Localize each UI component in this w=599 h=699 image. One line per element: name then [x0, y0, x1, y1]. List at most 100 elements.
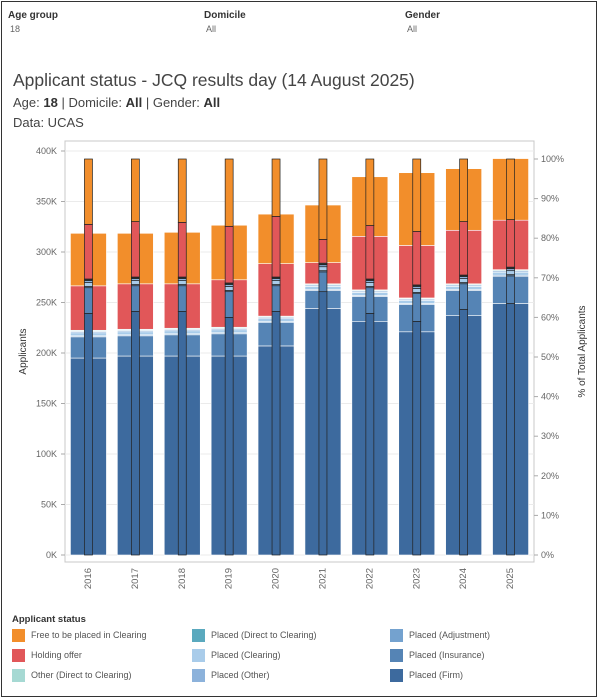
y2-tick-label: 90%: [541, 194, 559, 204]
legend-swatch: [390, 649, 403, 662]
y2-tick-label: 0%: [541, 550, 554, 560]
percent-bar-segment: [131, 311, 140, 556]
percent-bar-segment: [131, 285, 140, 312]
percent-bar-segment: [271, 285, 281, 312]
filter-age-group[interactable]: Age group 18: [8, 10, 58, 34]
legend: Applicant status Free to be placed in Cl…: [12, 614, 592, 694]
data-source: Data: UCAS: [13, 115, 84, 130]
legend-swatch: [12, 649, 25, 662]
percent-bar-segment: [318, 158, 328, 240]
domicile-value: All: [125, 95, 143, 110]
percent-bar-segment: [84, 313, 93, 556]
legend-label: Placed (Firm): [409, 670, 464, 680]
legend-title: Applicant status: [12, 614, 86, 625]
percent-bar-segment: [131, 221, 140, 278]
y2-tick-label: 20%: [541, 471, 559, 481]
percent-bar-segment: [177, 285, 187, 312]
percent-bar-segment: [506, 270, 515, 275]
percent-bar-segment: [459, 309, 468, 556]
filter-gender-value[interactable]: All: [407, 24, 418, 34]
percent-bar-segment: [365, 287, 375, 314]
legend-swatch: [12, 669, 25, 682]
chart-title: Applicant status - JCQ results day (14 A…: [13, 70, 415, 90]
age-value: 18: [43, 95, 58, 110]
gender-label: Gender:: [152, 95, 200, 110]
chart-subtitle: Age: 18 | Domicile: All | Gender: All: [13, 95, 220, 110]
x-tick-label: 2018: [177, 568, 188, 589]
percent-bar-segment: [365, 158, 375, 226]
percent-bar-segment: [365, 313, 375, 556]
gender-value: All: [203, 95, 221, 110]
legend-swatch: [390, 669, 403, 682]
x-tick-label: 2024: [458, 568, 469, 589]
percent-bar-segment: [506, 303, 515, 556]
percent-bar-segment: [412, 321, 422, 556]
y2-tick-label: 60%: [541, 312, 559, 322]
percent-bar-segment: [459, 278, 468, 283]
percent-bar-segment: [84, 223, 93, 280]
filter-gender[interactable]: Gender All: [405, 10, 440, 34]
percent-bar-segment: [365, 225, 375, 280]
percent-bar-segment: [318, 291, 328, 556]
percent-bar-segment: [506, 158, 515, 220]
percent-bar-segment: [412, 288, 422, 293]
filter-bar: Age group 18 Domicile All Gender All: [8, 10, 593, 40]
y-axis-title: Applicants: [18, 328, 29, 374]
x-tick-label: 2017: [130, 568, 141, 589]
percent-bar-segment: [177, 222, 187, 278]
percent-bar-segment: [224, 317, 234, 556]
percent-bar-segment: [177, 158, 187, 223]
percent-bar-segment: [365, 282, 375, 287]
y2-tick-label: 10%: [541, 510, 559, 520]
legend-swatch: [390, 629, 403, 642]
percent-bar-segment: [459, 221, 468, 276]
filter-age-group-label: Age group: [8, 10, 58, 21]
y-tick-label: 400K: [36, 146, 57, 156]
legend-swatch: [192, 629, 205, 642]
percent-bar-segment: [224, 225, 234, 284]
x-tick-label: 2016: [83, 568, 94, 589]
y2-tick-label: 80%: [541, 233, 559, 243]
percent-bar-segment: [84, 158, 93, 225]
y2-axis-title: % of Total Applicants: [577, 305, 588, 397]
percent-bar-segment: [224, 158, 234, 227]
legend-label: Free to be placed in Clearing: [31, 630, 147, 640]
x-tick-label: 2020: [271, 568, 282, 589]
y-tick-label: 150K: [36, 399, 57, 409]
legend-label: Other (Direct to Clearing): [31, 670, 132, 680]
legend-label: Placed (Clearing): [211, 650, 281, 660]
filter-domicile-value[interactable]: All: [206, 24, 217, 34]
filter-age-group-value[interactable]: 18: [10, 24, 21, 34]
percent-bar-segment: [506, 219, 515, 268]
percent-bar-segment: [271, 158, 281, 217]
percent-bar-segment: [318, 266, 328, 272]
percent-bar-segment: [459, 158, 468, 222]
legend-label: Placed (Insurance): [409, 650, 485, 660]
y-tick-label: 0K: [46, 550, 57, 560]
x-tick-label: 2022: [364, 568, 375, 589]
percent-bar-segment: [271, 280, 281, 285]
x-tick-label: 2021: [317, 568, 328, 589]
percent-bar-segment: [84, 282, 93, 287]
percent-bar-segment: [131, 158, 140, 222]
filter-domicile[interactable]: Domicile All: [204, 10, 246, 34]
y-tick-label: 350K: [36, 197, 57, 207]
legend-label: Placed (Direct to Clearing): [211, 630, 317, 640]
percent-bar-segment: [177, 311, 187, 556]
domicile-label: Domicile:: [68, 95, 122, 110]
percent-bar-segment: [131, 280, 140, 285]
x-tick-label: 2023: [411, 568, 422, 589]
percent-bar-segment: [84, 287, 93, 314]
y2-tick-label: 30%: [541, 431, 559, 441]
x-tick-label: 2019: [224, 568, 235, 589]
y-tick-label: 50K: [41, 500, 57, 510]
percent-bar-segment: [271, 216, 281, 278]
filter-domicile-label: Domicile: [204, 10, 246, 21]
y-tick-label: 200K: [36, 348, 57, 358]
y2-tick-label: 100%: [541, 154, 564, 164]
y2-tick-label: 70%: [541, 273, 559, 283]
y-tick-label: 250K: [36, 298, 57, 308]
percent-bar-segment: [177, 280, 187, 285]
percent-bar-segment: [412, 158, 422, 232]
